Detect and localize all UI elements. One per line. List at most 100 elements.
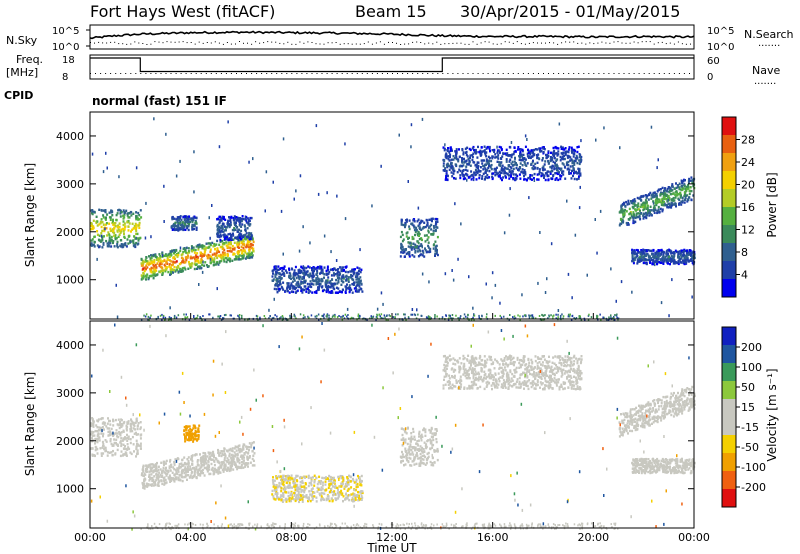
nsearch-point (520, 43, 522, 45)
data-cell (185, 215, 188, 218)
data-cell (505, 160, 508, 163)
data-cell (647, 254, 650, 257)
data-cell (219, 233, 222, 237)
nsearch-point (440, 43, 442, 45)
data-cell (510, 172, 513, 175)
data-cell (235, 219, 238, 222)
data-cell (648, 258, 651, 261)
data-cell (248, 456, 251, 459)
data-cell (547, 317, 549, 320)
data-cell (191, 220, 194, 223)
data-cell (135, 228, 137, 231)
data-cell (553, 157, 556, 160)
data-cell (163, 483, 166, 486)
data-cell (107, 417, 109, 420)
data-cell (127, 212, 130, 215)
data-cell (135, 218, 138, 221)
data-cell (309, 241, 311, 245)
data-cell (338, 266, 341, 269)
data-cell (139, 236, 142, 240)
data-cell (116, 448, 119, 452)
data-cell (177, 478, 180, 482)
data-cell (252, 240, 255, 244)
data-cell (159, 314, 162, 317)
data-cell (613, 317, 615, 319)
data-cell (410, 145, 412, 149)
data-cell (436, 315, 438, 318)
data-cell (245, 451, 247, 454)
data-cell (661, 210, 664, 213)
nsearch-point (653, 43, 655, 45)
nsearch-point (194, 43, 196, 45)
data-cell (107, 244, 110, 247)
data-cell (494, 171, 497, 174)
data-cell (645, 254, 647, 257)
data-cell (469, 154, 472, 157)
data-cell (315, 283, 318, 286)
data-cell (234, 445, 237, 448)
data-cell (627, 218, 630, 221)
data-cell (499, 162, 502, 165)
data-cell (211, 204, 213, 207)
data-cell (319, 265, 321, 268)
data-cell (292, 275, 295, 278)
data-cell (444, 143, 446, 147)
data-cell (477, 169, 480, 172)
data-cell (656, 166, 658, 170)
data-cell (640, 254, 643, 257)
data-cell (515, 164, 518, 167)
data-cell (303, 281, 306, 284)
data-cell (453, 177, 455, 180)
data-cell (561, 155, 564, 159)
data-cell (639, 205, 642, 209)
data-cell (227, 219, 230, 222)
data-cell (577, 171, 580, 175)
nave-point (578, 73, 580, 74)
data-cell (224, 465, 227, 468)
data-cell (126, 422, 129, 426)
data-cell (656, 199, 658, 202)
data-cell (321, 289, 324, 293)
data-cell (179, 246, 182, 250)
data-cell (116, 432, 119, 435)
data-cell (588, 313, 590, 316)
data-cell (421, 117, 424, 121)
data-cell (218, 254, 220, 257)
data-cell (480, 146, 483, 149)
data-cell (414, 249, 417, 253)
data-cell (434, 245, 437, 248)
data-cell (219, 315, 222, 317)
data-cell (323, 234, 326, 238)
data-cell (435, 244, 438, 248)
data-cell (631, 255, 634, 258)
data-cell (536, 178, 539, 181)
data-cell (117, 435, 120, 439)
data-cell (690, 198, 693, 201)
data-cell (171, 216, 174, 219)
data-cell (421, 245, 423, 249)
data-cell (108, 222, 111, 225)
data-cell (123, 210, 126, 214)
data-cell (232, 229, 235, 232)
data-cell (132, 427, 135, 430)
nsearch-point (392, 42, 393, 43)
data-cell (461, 165, 463, 168)
data-cell (135, 419, 138, 423)
data-cell (570, 318, 573, 321)
data-cell (452, 172, 455, 175)
data-cell (311, 276, 314, 279)
data-cell (180, 462, 183, 465)
data-cell (560, 157, 563, 160)
data-cell (101, 239, 104, 242)
data-cell (653, 260, 655, 264)
data-cell (335, 278, 338, 282)
nave-point (376, 73, 378, 74)
data-cell (684, 196, 687, 200)
data-cell (334, 273, 337, 276)
data-cell (666, 206, 669, 209)
nsearch-dots: ....... (758, 38, 780, 49)
nsearch-point (557, 43, 559, 45)
data-cell (457, 317, 459, 320)
data-cell (351, 283, 354, 286)
data-cell (334, 313, 336, 316)
